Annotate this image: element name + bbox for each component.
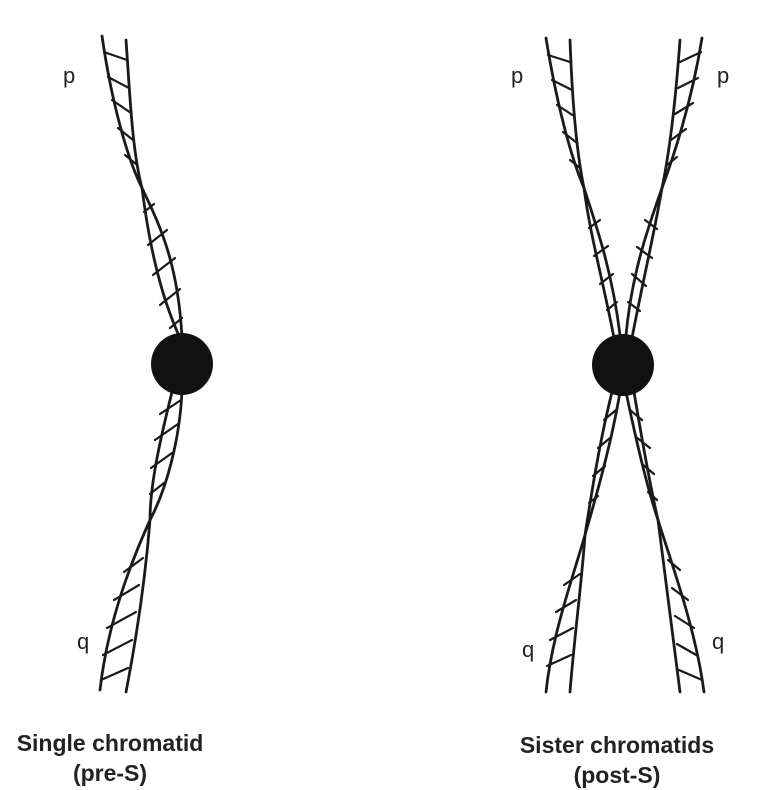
left-chromatid-q-strand-a [544, 390, 614, 694]
single-chromatid-caption: Single chromatid (pre-S) [2, 728, 218, 788]
p-arm-strand-b [124, 38, 182, 340]
centromere [592, 334, 654, 396]
right-chromatid-q-strand-b [632, 390, 682, 694]
caption-title: Single chromatid [16, 730, 204, 756]
q-arm-strand-b [124, 390, 174, 694]
left-chromatid-hatching [545, 53, 619, 668]
p-arm-label-right: p [717, 63, 729, 88]
q-arm-hatching [99, 398, 183, 682]
right-chromatid-p-strand-b [630, 38, 682, 340]
p-arm [100, 34, 184, 340]
centromere [151, 333, 213, 395]
p-arm-label: p [63, 63, 75, 88]
left-chromatid-q-strand-b [568, 390, 622, 694]
q-arm-label: q [77, 629, 89, 654]
right-chromatid-hatching [626, 50, 704, 682]
left-chromatid-p-strand-b [568, 38, 616, 340]
q-arm [98, 388, 184, 694]
sister-chromatids: p p q q [511, 36, 729, 694]
left-sister-chromatid [544, 36, 622, 694]
p-arm-hatching [102, 50, 184, 330]
q-arm-label-left: q [522, 637, 534, 662]
caption-title: Sister chromatids [519, 732, 715, 758]
q-arm-strand-a [98, 388, 184, 692]
p-arm-label-left: p [511, 63, 523, 88]
caption-subtitle: (pre-S) [72, 760, 148, 786]
caption-subtitle: (post-S) [573, 762, 661, 788]
sister-chromatids-caption: Sister chromatids (post-S) [500, 730, 734, 790]
right-sister-chromatid [624, 36, 706, 694]
q-arm-label-right: q [712, 629, 724, 654]
single-chromatid: p q [63, 34, 213, 694]
